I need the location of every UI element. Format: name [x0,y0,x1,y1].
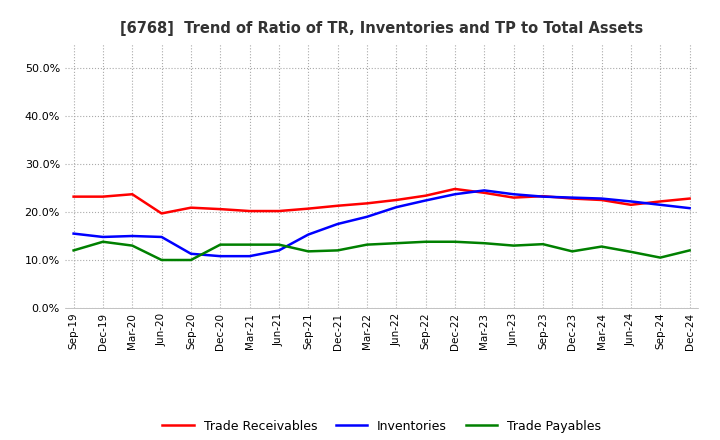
Inventories [246,253,254,259]
Inventories [626,199,635,204]
Trade Receivables [157,211,166,216]
Inventories [186,251,195,257]
Trade Receivables [274,209,283,214]
Inventories [157,235,166,240]
Trade Payables [69,248,78,253]
Inventories [656,202,665,207]
Trade Receivables [304,206,312,211]
Trade Payables [99,239,107,244]
Title: [6768]  Trend of Ratio of TR, Inventories and TP to Total Assets: [6768] Trend of Ratio of TR, Inventories… [120,21,643,36]
Trade Payables [685,248,694,253]
Inventories [451,191,459,197]
Inventories [421,198,430,203]
Trade Receivables [186,205,195,210]
Trade Payables [509,243,518,248]
Trade Payables [539,242,547,247]
Inventories [216,253,225,259]
Trade Payables [246,242,254,247]
Trade Receivables [333,203,342,209]
Trade Payables [626,249,635,254]
Trade Payables [451,239,459,244]
Trade Receivables [685,196,694,201]
Trade Receivables [539,194,547,199]
Inventories [480,188,489,193]
Legend: Trade Receivables, Inventories, Trade Payables: Trade Receivables, Inventories, Trade Pa… [157,414,606,437]
Trade Receivables [509,195,518,200]
Trade Receivables [598,198,606,203]
Inventories [363,214,372,220]
Trade Payables [216,242,225,247]
Trade Payables [363,242,372,247]
Trade Receivables [480,190,489,195]
Trade Payables [598,244,606,249]
Inventories [598,196,606,201]
Trade Payables [157,257,166,263]
Trade Receivables [363,201,372,206]
Inventories [509,191,518,197]
Trade Payables [304,249,312,254]
Trade Receivables [626,202,635,207]
Inventories [69,231,78,236]
Trade Receivables [246,209,254,214]
Inventories [539,194,547,199]
Trade Payables [128,243,137,248]
Inventories [333,221,342,227]
Inventories [128,233,137,238]
Inventories [392,205,400,210]
Trade Receivables [451,186,459,191]
Inventories [99,235,107,240]
Trade Payables [421,239,430,244]
Trade Payables [656,255,665,260]
Line: Trade Payables: Trade Payables [73,242,690,260]
Trade Payables [480,241,489,246]
Trade Payables [274,242,283,247]
Trade Payables [568,249,577,254]
Inventories [568,195,577,200]
Trade Payables [186,257,195,263]
Trade Payables [333,248,342,253]
Trade Receivables [216,206,225,212]
Trade Receivables [421,193,430,198]
Trade Receivables [568,196,577,201]
Trade Receivables [128,191,137,197]
Trade Receivables [69,194,78,199]
Inventories [274,248,283,253]
Inventories [685,205,694,211]
Trade Receivables [99,194,107,199]
Line: Inventories: Inventories [73,191,690,256]
Trade Receivables [392,198,400,203]
Trade Receivables [656,199,665,204]
Inventories [304,232,312,237]
Trade Payables [392,241,400,246]
Line: Trade Receivables: Trade Receivables [73,189,690,213]
